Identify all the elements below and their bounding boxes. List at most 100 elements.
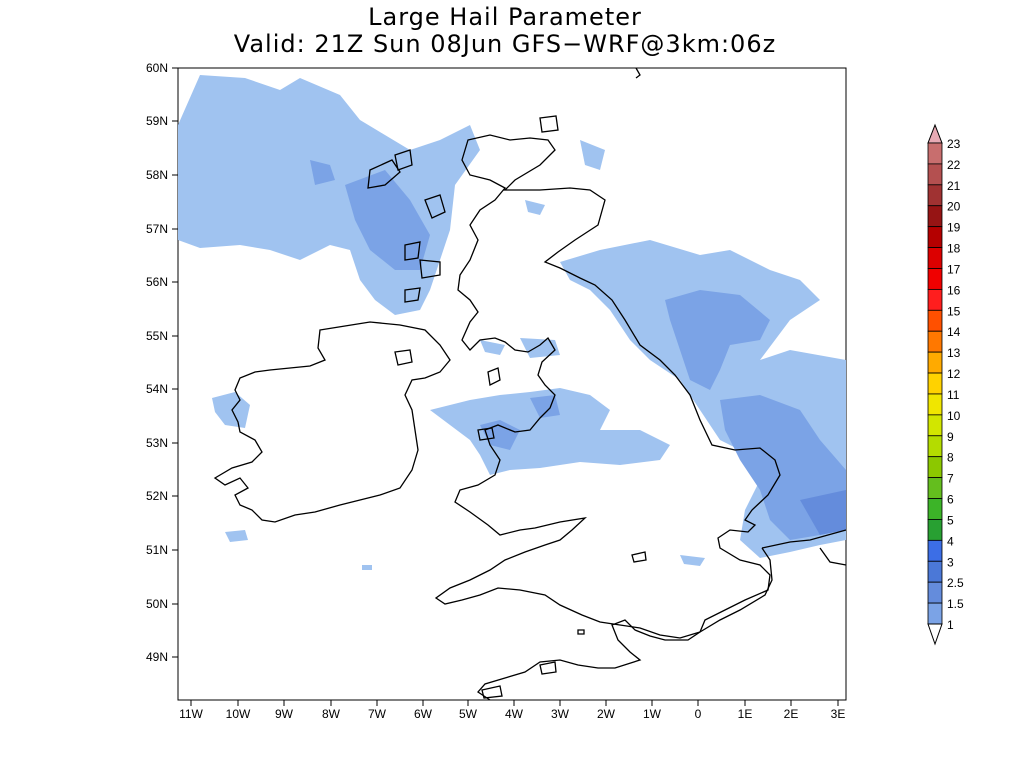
colorbar-bin <box>927 498 943 520</box>
lat-tick-49N: 49N <box>146 650 178 664</box>
colorbar-label: 18 <box>947 242 961 256</box>
colorbar-bin <box>927 581 943 604</box>
lon-tick-11W: 11W <box>179 700 204 721</box>
colorbar-label: 11 <box>947 388 960 402</box>
colorbar-bottom-arrow <box>927 623 943 646</box>
lon-tick-3W: 3W <box>551 700 570 721</box>
colorbar-label: 23 <box>947 137 961 151</box>
colorbar-label: 9 <box>947 430 954 444</box>
lat-label: 60N <box>146 61 168 75</box>
colorbar-label: 10 <box>947 409 961 423</box>
colorbar-label: 8 <box>947 451 954 465</box>
colorbar-label: 15 <box>947 304 961 318</box>
longitude-axis: 11W 10W 9W 8W 7W 6W 5W 4W 3W 2W 1W 0 1E … <box>179 700 845 721</box>
colorbar-bin <box>927 477 943 499</box>
lon-label: 5W <box>459 707 478 721</box>
lon-tick-3E: 3E <box>831 700 846 721</box>
colorbar-label: 1 <box>947 618 954 632</box>
colorbar-label: 2.5 <box>947 576 964 590</box>
colorbar-bin <box>927 519 943 541</box>
colorbar-top-arrow <box>927 123 943 144</box>
lon-label: 9W <box>275 707 294 721</box>
lon-tick-5W: 5W <box>459 700 478 721</box>
colorbar-label: 7 <box>947 472 954 486</box>
lat-tick-56N: 56N <box>146 275 178 289</box>
lat-label: 50N <box>146 597 168 611</box>
colorbar-bin <box>927 372 943 395</box>
lon-label: 4W <box>505 707 524 721</box>
colorbar-label: 4 <box>947 534 954 548</box>
lat-tick-50N: 50N <box>146 597 178 611</box>
lon-label: 2W <box>597 707 616 721</box>
colorbar-bin <box>927 560 943 583</box>
lat-tick-54N: 54N <box>146 382 178 396</box>
lat-label: 57N <box>146 222 168 236</box>
lon-label: 1E <box>738 707 753 721</box>
colorbar-bin <box>927 539 943 562</box>
map-subtitle: Valid: 21Z Sun 08Jun GFS−WRF@3km:06z <box>233 30 777 58</box>
lat-label: 56N <box>146 275 168 289</box>
colorbar-bin <box>927 456 943 479</box>
colorbar-bin <box>927 142 943 165</box>
lon-label: 3W <box>551 707 570 721</box>
lon-tick-1W: 1W <box>643 700 662 721</box>
lon-label: 7W <box>368 707 387 721</box>
colorbar-label: 1.5 <box>947 597 964 611</box>
lon-label: 8W <box>322 707 341 721</box>
colorbar-label: 5 <box>947 513 954 527</box>
colorbar-label: 19 <box>947 221 961 235</box>
lat-label: 52N <box>146 489 168 503</box>
colorbar-label: 3 <box>947 555 954 569</box>
lat-tick-51N: 51N <box>146 543 178 557</box>
lon-tick-0: 0 <box>695 700 702 721</box>
colorbar-bin <box>927 163 943 186</box>
colorbar-bin <box>927 247 943 269</box>
lat-label: 59N <box>146 114 168 128</box>
lon-label: 1W <box>643 707 662 721</box>
colorbar-legend: 23 22 21 20 19 18 17 16 15 14 13 12 11 10 9 8 7 6 5 4 3 2.5 1.… <box>927 123 964 646</box>
colorbar-bin <box>927 393 943 416</box>
colorbar-bin <box>927 205 943 228</box>
lon-label: 3E <box>831 707 846 721</box>
colorbar-label: 21 <box>947 179 961 193</box>
lon-label: 6W <box>414 707 433 721</box>
lat-label: 55N <box>146 329 168 343</box>
colorbar-label: 13 <box>947 346 961 360</box>
lat-tick-52N: 52N <box>146 489 178 503</box>
lon-tick-9W: 9W <box>275 700 294 721</box>
lon-label: 0 <box>695 707 702 721</box>
colorbar-label: 14 <box>947 325 961 339</box>
lat-tick-60N: 60N <box>146 61 178 75</box>
colorbar-bin <box>927 184 943 207</box>
lon-tick-2W: 2W <box>597 700 616 721</box>
lat-label: 49N <box>146 650 168 664</box>
colorbar-label: 22 <box>947 158 961 172</box>
lat-tick-53N: 53N <box>146 436 178 450</box>
colorbar-bin <box>927 309 943 332</box>
lon-tick-10W: 10W <box>226 700 251 721</box>
lon-tick-6W: 6W <box>414 700 433 721</box>
colorbar-bin <box>927 288 943 311</box>
colorbar-bin <box>927 226 943 248</box>
lat-tick-59N: 59N <box>146 114 178 128</box>
latitude-axis: 60N 59N 58N 57N 56N 55N 54N 53N 52N 51N … <box>146 61 178 664</box>
lon-label: 11W <box>179 707 203 721</box>
lon-tick-8W: 8W <box>322 700 341 721</box>
lat-tick-57N: 57N <box>146 222 178 236</box>
lat-label: 58N <box>146 168 168 182</box>
lat-label: 53N <box>146 436 168 450</box>
lon-tick-2E: 2E <box>784 700 799 721</box>
colorbar-label: 16 <box>947 283 961 297</box>
colorbar-label: 17 <box>947 262 961 276</box>
lat-label: 54N <box>146 382 168 396</box>
colorbar-bin <box>927 330 943 353</box>
lon-label: 2E <box>784 707 799 721</box>
colorbar-bin <box>927 414 943 437</box>
coastline-layer <box>213 67 847 701</box>
lat-tick-58N: 58N <box>146 168 178 182</box>
map-title: Large Hail Parameter <box>368 3 642 31</box>
lon-tick-4W: 4W <box>505 700 524 721</box>
lon-tick-7W: 7W <box>368 700 387 721</box>
colorbar-bin <box>927 268 943 290</box>
